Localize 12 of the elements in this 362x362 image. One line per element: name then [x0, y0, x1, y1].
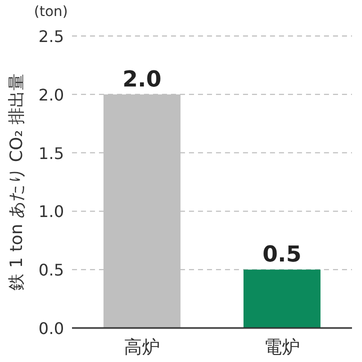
- y-tick-label: 1.0: [38, 202, 64, 222]
- x-tick-label: 高炉: [124, 337, 160, 358]
- text: (ton): [34, 4, 68, 20]
- y-tick-label: 2.0: [38, 85, 64, 104]
- x-tick-label: 電炉: [264, 337, 300, 358]
- y-tick-label: 2.5: [38, 27, 64, 46]
- y-tick-label: 1.5: [38, 144, 64, 163]
- data-label: 2.0: [122, 67, 162, 92]
- y-tick-label: 0.5: [38, 260, 64, 280]
- y-tick-label: 0.0: [38, 319, 64, 338]
- y-axis-title: 鉄 1 ton あたり CO₂ 排出量: [7, 74, 27, 290]
- data-label: 0.5: [262, 242, 302, 268]
